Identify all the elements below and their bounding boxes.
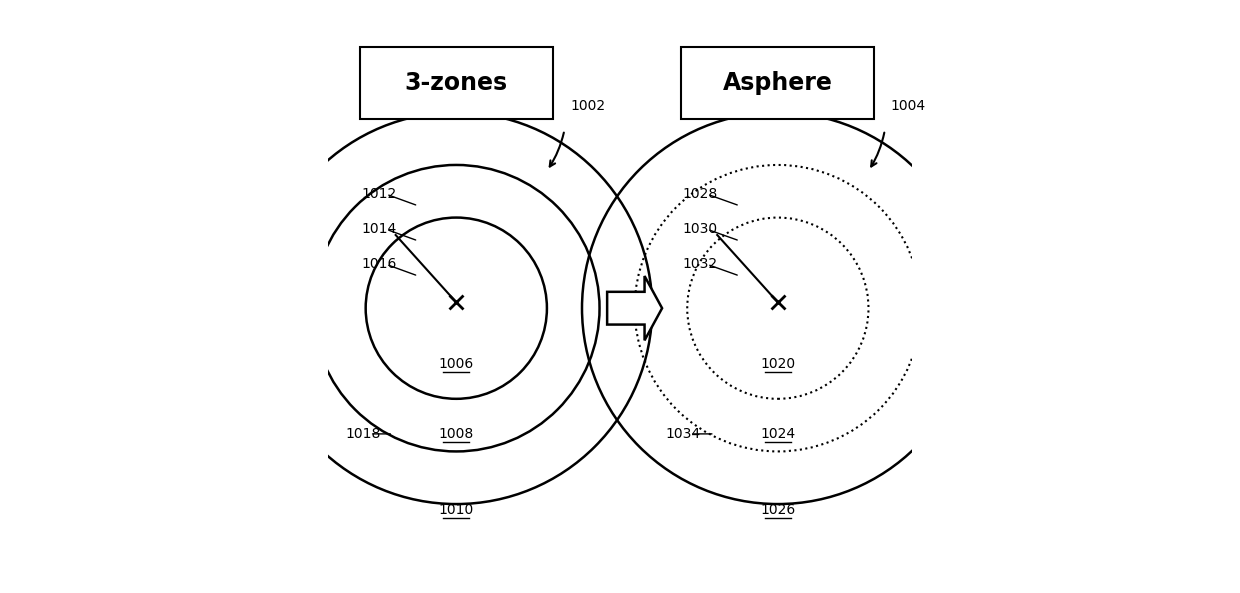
Text: 1004: 1004 [890,100,926,113]
Text: Asphere: Asphere [723,71,833,95]
Text: 1012: 1012 [362,187,397,201]
Text: 1034: 1034 [666,427,701,441]
Text: 1026: 1026 [760,503,796,517]
Text: 1016: 1016 [362,257,397,272]
Text: 1002: 1002 [570,100,605,113]
Text: 1008: 1008 [439,427,474,441]
Text: 1030: 1030 [682,222,718,236]
FancyBboxPatch shape [682,47,874,119]
Text: 1020: 1020 [760,357,795,371]
Text: 1028: 1028 [682,187,718,201]
Text: 1006: 1006 [439,357,474,371]
Text: 1032: 1032 [682,257,718,272]
Text: 1014: 1014 [362,222,397,236]
FancyBboxPatch shape [360,47,553,119]
Text: 3-zones: 3-zones [404,71,508,95]
Polygon shape [608,276,662,340]
Text: 1018: 1018 [345,427,381,441]
Text: 1010: 1010 [439,503,474,517]
Text: 1024: 1024 [760,427,795,441]
